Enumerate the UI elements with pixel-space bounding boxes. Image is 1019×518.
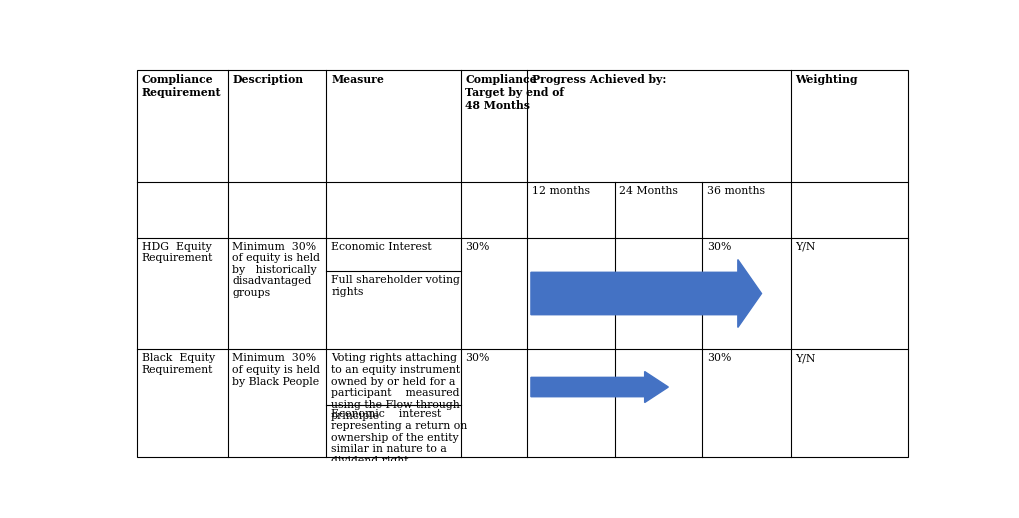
Text: Measure: Measure bbox=[331, 74, 384, 85]
Text: Description: Description bbox=[232, 74, 304, 85]
Text: Weighting: Weighting bbox=[796, 74, 858, 85]
Text: Minimum  30%
of equity is held
by   historically
disadvantaged
groups: Minimum 30% of equity is held by histori… bbox=[232, 241, 320, 298]
Text: Compliance
Target by end of
48 Months: Compliance Target by end of 48 Months bbox=[466, 74, 565, 111]
Text: Compliance
Requirement: Compliance Requirement bbox=[142, 74, 221, 98]
Text: 12 months: 12 months bbox=[532, 186, 590, 196]
Text: 36 months: 36 months bbox=[707, 186, 765, 196]
Text: Minimum  30%
of equity is held
by Black People: Minimum 30% of equity is held by Black P… bbox=[232, 353, 320, 386]
Text: Full shareholder voting
rights: Full shareholder voting rights bbox=[331, 275, 460, 297]
Text: 30%: 30% bbox=[707, 241, 732, 252]
Text: 30%: 30% bbox=[466, 241, 490, 252]
Text: Y/N: Y/N bbox=[796, 353, 816, 363]
Text: Y/N: Y/N bbox=[796, 241, 816, 252]
Text: Progress Achieved by:: Progress Achieved by: bbox=[532, 74, 666, 85]
Text: HDG  Equity
Requirement: HDG Equity Requirement bbox=[142, 241, 213, 263]
Text: 30%: 30% bbox=[707, 353, 732, 363]
FancyArrow shape bbox=[531, 371, 668, 402]
Text: Economic Interest: Economic Interest bbox=[331, 241, 432, 252]
FancyArrow shape bbox=[531, 260, 761, 327]
Text: Black  Equity
Requirement: Black Equity Requirement bbox=[142, 353, 215, 375]
Text: 24 Months: 24 Months bbox=[620, 186, 679, 196]
Text: Economic    interest
representing a return on
ownership of the entity
similar in: Economic interest representing a return … bbox=[331, 409, 468, 466]
Text: 30%: 30% bbox=[466, 353, 490, 363]
Text: Voting rights attaching
to an equity instrument
owned by or held for a
participa: Voting rights attaching to an equity ins… bbox=[331, 353, 461, 421]
